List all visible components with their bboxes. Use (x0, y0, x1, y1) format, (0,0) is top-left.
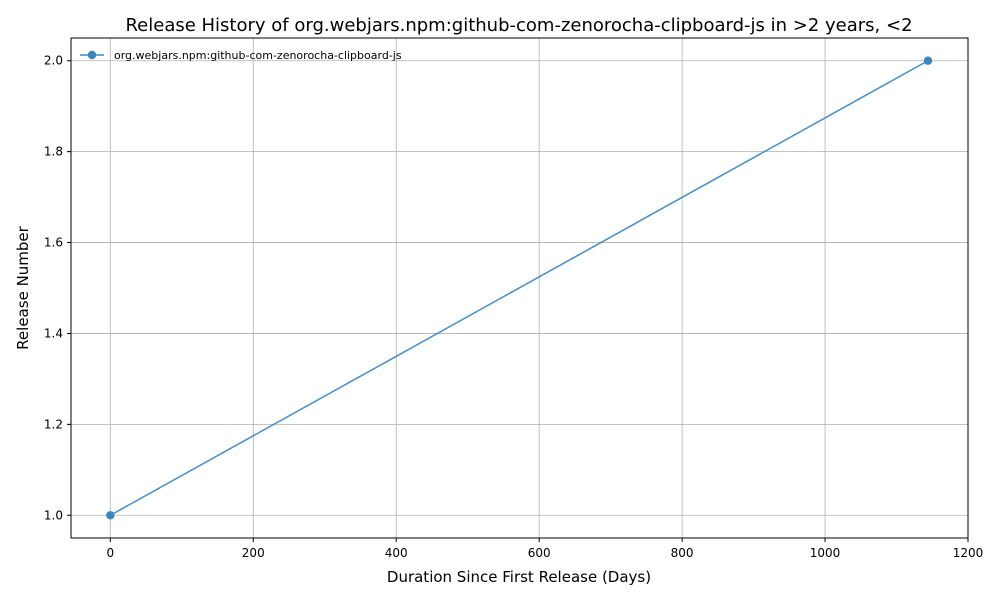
x-tick-label: 1000 (810, 546, 841, 560)
legend-entry-label: org.webjars.npm:github-com-zenorocha-cli… (114, 49, 402, 62)
y-axis-label: Release Number (14, 225, 32, 349)
x-tick-label: 200 (242, 546, 265, 560)
y-tick-label: 1.4 (44, 326, 63, 340)
x-tick-label: 0 (106, 546, 114, 560)
data-point (923, 56, 933, 65)
series-line (109, 60, 929, 516)
plot-frame (70, 37, 969, 539)
chart-title: Release History of org.webjars.npm:githu… (125, 15, 912, 36)
y-tick-label: 1.0 (44, 508, 63, 522)
x-tick-label: 400 (385, 546, 408, 560)
y-axis: 1.0 1.2 1.4 1.6 1.8 2.0 (44, 54, 71, 522)
series-layer (106, 56, 933, 520)
y-tick-label: 2.0 (44, 54, 63, 68)
legend-marker-swatch (87, 50, 97, 60)
data-point (106, 511, 115, 520)
x-axis-label: Duration Since First Release (Days) (387, 568, 651, 586)
y-tick-label: 1.8 (44, 145, 63, 159)
x-tick-label: 1200 (953, 546, 984, 560)
x-tick-label: 600 (528, 546, 551, 560)
grid-lines (71, 38, 969, 538)
legend: org.webjars.npm:github-com-zenorocha-cli… (80, 49, 402, 62)
y-tick-label: 1.2 (44, 417, 63, 431)
x-tick-label: 800 (671, 546, 694, 560)
x-axis: 0 200 400 600 800 1000 1200 (106, 538, 983, 560)
y-tick-label: 1.6 (44, 236, 63, 250)
